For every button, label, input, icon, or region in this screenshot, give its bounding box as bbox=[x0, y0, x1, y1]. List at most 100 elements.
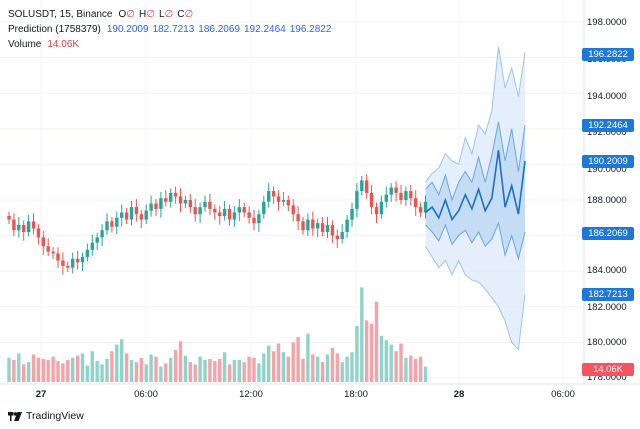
price-tick: 182.0000 bbox=[587, 302, 627, 313]
price-tick: 194.0000 bbox=[587, 91, 627, 102]
volume-bar bbox=[183, 355, 188, 382]
candle-body bbox=[414, 198, 418, 208]
candle-body bbox=[71, 258, 75, 268]
candle-body bbox=[316, 223, 320, 229]
volume-bar bbox=[389, 344, 393, 382]
candle-body bbox=[320, 223, 325, 233]
volume-bar bbox=[66, 360, 70, 382]
volume-bar bbox=[345, 356, 349, 382]
volume-bar bbox=[12, 360, 16, 382]
volume-bar bbox=[379, 335, 384, 382]
candle-body bbox=[379, 201, 384, 215]
ohlc-high: H∅ bbox=[139, 9, 155, 20]
candle-body bbox=[7, 216, 11, 220]
volume-bar bbox=[311, 354, 315, 382]
candle-body bbox=[423, 201, 428, 213]
candle-body bbox=[139, 214, 143, 220]
volume-bar bbox=[316, 356, 320, 382]
volume-bar bbox=[164, 363, 168, 382]
volume-bar bbox=[369, 323, 374, 382]
candle-body bbox=[178, 196, 183, 204]
price-tick: 184.0000 bbox=[587, 265, 627, 276]
ohlc-close: C∅ bbox=[177, 9, 194, 20]
candle-body bbox=[164, 198, 168, 202]
candle-body bbox=[301, 221, 305, 231]
volume-bar bbox=[75, 355, 80, 382]
candle-body bbox=[345, 219, 349, 233]
volume-bar bbox=[330, 347, 335, 382]
volume-bar bbox=[31, 354, 36, 382]
volume-indicator-name: Volume bbox=[8, 39, 42, 50]
volume-bar bbox=[335, 353, 339, 382]
candle-body bbox=[46, 246, 50, 252]
candle-body bbox=[66, 265, 70, 268]
candle-body bbox=[242, 207, 246, 213]
candle-body bbox=[159, 198, 163, 209]
volume-bar bbox=[267, 345, 271, 382]
volume-bar bbox=[56, 361, 60, 382]
volume-bar bbox=[193, 364, 197, 382]
volume-bar bbox=[222, 352, 227, 382]
volume-bar bbox=[340, 362, 344, 382]
candle-body bbox=[399, 192, 403, 200]
volume-bar bbox=[281, 352, 286, 382]
symbol-label[interactable]: SOLUSDT, 15, Binance bbox=[8, 9, 113, 20]
volume-bar bbox=[95, 361, 99, 382]
price-tag-volume: 14.06K bbox=[582, 363, 634, 376]
candlesticks bbox=[7, 174, 428, 275]
volume-bar bbox=[262, 353, 266, 382]
candle-body bbox=[12, 219, 16, 231]
volume-bar bbox=[17, 353, 21, 382]
candle-body bbox=[365, 180, 369, 193]
candle-body bbox=[149, 203, 153, 211]
volume-bar bbox=[85, 365, 90, 382]
volume-bar bbox=[159, 366, 163, 382]
legend-symbol-row[interactable]: SOLUSDT, 15, Binance O∅ H∅ L∅ C∅ bbox=[8, 8, 197, 21]
volume-bar bbox=[301, 358, 305, 382]
candle-body bbox=[100, 230, 104, 238]
price-tick: 190.0000 bbox=[587, 164, 627, 175]
volume-bar bbox=[154, 356, 158, 382]
prediction-outer-boundary bbox=[425, 46, 526, 183]
volume-bar bbox=[296, 336, 300, 382]
candle-body bbox=[115, 217, 119, 227]
volume-bar bbox=[100, 364, 104, 382]
legend-volume-row[interactable]: Volume 14.06K bbox=[8, 38, 79, 51]
candle-body bbox=[325, 224, 330, 233]
price-tick: 188.0000 bbox=[587, 195, 627, 206]
ohlc-open: O∅ bbox=[118, 9, 136, 20]
volume-bar bbox=[36, 357, 41, 382]
candle-body bbox=[418, 207, 423, 213]
volume-bar bbox=[242, 362, 246, 382]
volume-bar bbox=[247, 356, 251, 382]
volume-bar bbox=[110, 351, 114, 382]
prediction-value: 182.7213 bbox=[152, 24, 195, 35]
candle-body bbox=[404, 191, 408, 200]
volume-value: 14.06K bbox=[47, 39, 80, 50]
time-tick: 12:00 bbox=[239, 389, 263, 400]
candle-body bbox=[389, 187, 393, 195]
candle-body bbox=[110, 221, 114, 227]
price-tag-prediction: 182.7213 bbox=[582, 288, 634, 301]
time-tick: 18:00 bbox=[344, 389, 368, 400]
volume-bar bbox=[208, 358, 212, 382]
candle-body bbox=[134, 207, 139, 215]
volume-bar bbox=[71, 357, 75, 382]
volume-bar bbox=[188, 362, 192, 382]
candle-body bbox=[350, 208, 354, 220]
volume-bar bbox=[139, 357, 143, 382]
volume-bar bbox=[51, 356, 55, 382]
candle-body bbox=[198, 207, 202, 215]
candle-body bbox=[232, 212, 237, 220]
legend-prediction-row[interactable]: Prediction (1758379) 190.2009 182.7213 186.… bbox=[8, 23, 335, 36]
volume-bar bbox=[198, 356, 202, 382]
volume-bar bbox=[173, 350, 178, 382]
volume-bar bbox=[80, 353, 85, 382]
volume-bar bbox=[271, 351, 276, 382]
candle-body bbox=[85, 249, 90, 257]
price-tag-prediction: 186.2069 bbox=[582, 227, 634, 240]
volume-bar bbox=[374, 301, 379, 382]
tradingview-brand[interactable]: TradingView bbox=[8, 410, 84, 422]
price-tick: 198.0000 bbox=[587, 17, 627, 28]
